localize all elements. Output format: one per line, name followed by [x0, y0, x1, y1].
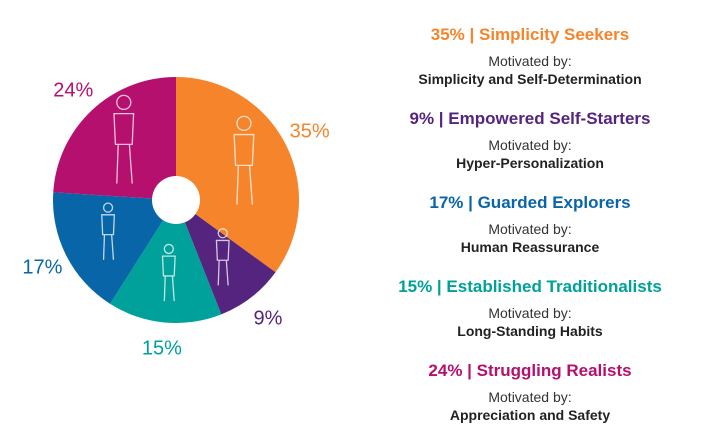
- legend-heading: 15% | Established Traditionalists: [398, 277, 662, 296]
- legend-entry: 17% | Guarded Explorers Motivated by: Huma…: [380, 192, 680, 256]
- slice-label: 24%: [53, 79, 94, 102]
- legend-entry: 35% | Simplicity Seekers Motivated by: Sim…: [380, 24, 680, 88]
- slice-label: 35%: [289, 120, 330, 143]
- legend-motivated-label: Motivated by:: [488, 221, 572, 237]
- slice-label: 15%: [141, 337, 182, 360]
- legend-motivated-label: Motivated by:: [488, 389, 572, 405]
- legend-motivation: Simplicity and Self-Determination: [418, 71, 642, 87]
- legend-motivation: Appreciation and Safety: [449, 407, 611, 423]
- slice-label: 9%: [253, 307, 283, 330]
- legend-heading: 9% | Empowered Self-Starters: [409, 109, 651, 128]
- walking-man-sketch-icon: [113, 94, 135, 184]
- adult-and-child-sketch-icon: [101, 202, 116, 260]
- pie-slice-established-traditionalists: [110, 200, 222, 324]
- legend-entry: 9% | Empowered Self-Starters Motivated by…: [380, 108, 680, 172]
- legend-heading: 17% | Guarded Explorers: [429, 193, 631, 212]
- legend-motivation: Human Reassurance: [460, 239, 600, 255]
- legend-entry: 15% | Established Traditionalists Motivat…: [380, 276, 680, 340]
- legend-entry: 24% | Struggling Realists Motivated by: Ap…: [380, 360, 680, 424]
- walking-woman-sketch-icon: [233, 115, 255, 205]
- legend-motivated-label: Motivated by:: [488, 137, 572, 153]
- two-people-sketch-icon: [161, 243, 176, 302]
- donut-hole: [152, 176, 200, 224]
- slice-label: 17%: [22, 256, 63, 279]
- legend-heading: 24% | Struggling Realists: [428, 361, 632, 380]
- legend-heading: 35% | Simplicity Seekers: [430, 25, 630, 44]
- pie-slice-guarded-explorers: [52, 192, 176, 304]
- legend-motivation: Long-Standing Habits: [457, 323, 603, 339]
- pie-slice-empowered-self-starters: [176, 200, 276, 315]
- legend-motivated-label: Motivated by:: [488, 53, 572, 69]
- standing-person-sketch-icon: [215, 228, 230, 286]
- legend-motivated-label: Motivated by:: [488, 305, 572, 321]
- legend-motivation: Hyper-Personalization: [456, 155, 604, 171]
